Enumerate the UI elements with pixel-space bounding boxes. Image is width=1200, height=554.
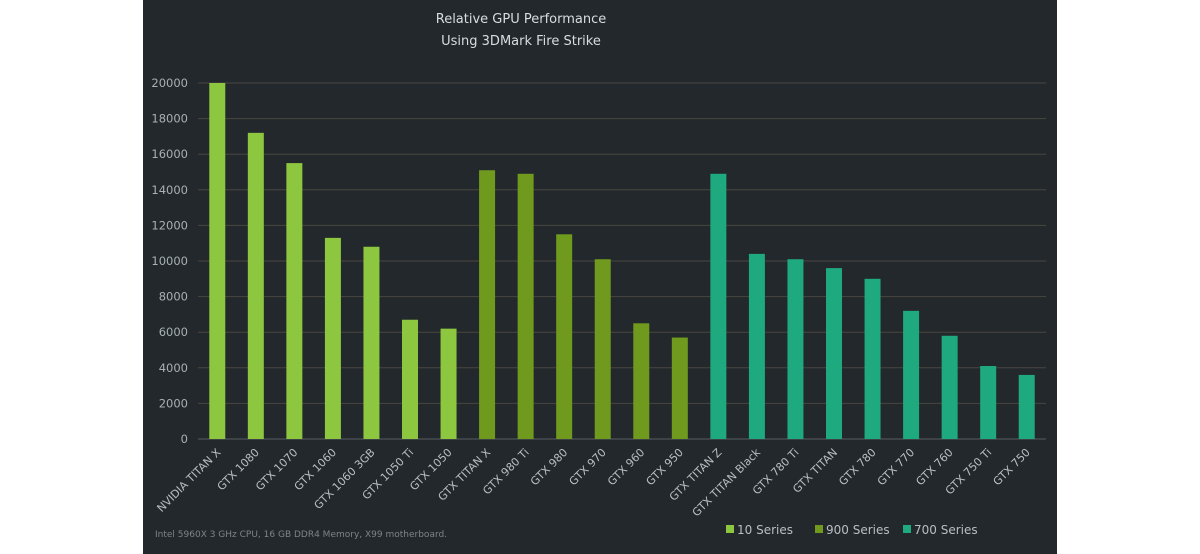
bar [864,278,881,439]
y-tick-label: 8000 [159,290,188,304]
y-tick-label: 0 [181,432,188,446]
x-tick-label: GTX 770 [875,446,917,488]
y-axis: 0 2000 4000 6000 8000 10000 12000 14000 16000 180… [151,76,188,446]
bar [787,259,804,439]
y-tick-label: 6000 [159,325,188,339]
footnote: Intel 5960X 3 GHz CPU, 16 GB DDR4 Memory… [155,530,447,540]
bar [594,259,611,439]
y-tick-label: 2000 [159,396,188,410]
legend-label: 10 Series [737,523,793,537]
y-tick-label: 20000 [151,76,188,90]
x-tick-label: GTX 750 [990,446,1032,488]
y-tick-label: 10000 [151,254,188,268]
x-tick-label: GTX 980 [528,446,570,488]
y-tick-label: 4000 [159,361,188,375]
chart-title: Relative GPU Performance [436,12,607,27]
bar [633,323,650,439]
bar [671,337,688,439]
y-tick-label: 14000 [151,183,188,197]
x-tick-label: GTX TITAN Black [690,445,764,519]
bar [517,173,534,439]
bar [440,328,457,439]
legend-swatch [903,525,911,533]
bar [903,310,920,439]
bars [209,83,1035,439]
bar [286,163,303,439]
bar [247,132,264,439]
chart-subtitle: Using 3DMark Fire Strike [441,34,601,49]
x-tick-label: NVIDIA TITAN X [155,446,224,515]
legend-label: 900 Series [826,523,890,537]
bar-chart: Relative GPU Performance Using 3DMark Fi… [151,12,1046,540]
legend-swatch [815,525,823,533]
bar [1018,374,1035,439]
bar [556,234,573,439]
bar [209,83,226,439]
x-tick-label: GTX 960 [605,446,647,488]
legend: 10 Series 900 Series 700 Series [726,523,978,537]
bar [324,237,341,439]
bar [826,268,842,439]
chart-panel: Relative GPU Performance Using 3DMark Fi… [143,0,1057,554]
y-tick-label: 12000 [151,218,188,232]
x-tick-label: GTX 780 [836,446,878,488]
legend-swatch [726,525,734,533]
bar [748,253,765,439]
bar [402,319,418,439]
bar [479,170,496,439]
bar [363,246,380,439]
y-tick-label: 16000 [151,147,188,161]
legend-label: 700 Series [914,523,978,537]
bar [941,335,958,439]
bar [710,173,727,439]
bar [980,366,997,439]
y-tick-label: 18000 [151,112,188,126]
x-tick-label: GTX 970 [566,446,608,488]
